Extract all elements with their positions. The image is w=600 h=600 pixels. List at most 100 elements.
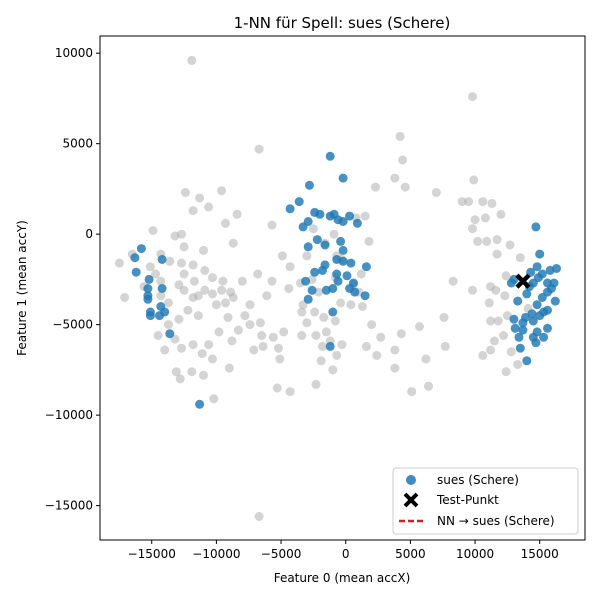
point-other — [285, 387, 295, 397]
point-sues — [535, 249, 545, 259]
point-other — [224, 363, 234, 373]
point-sues — [315, 209, 325, 219]
point-other — [145, 262, 155, 272]
point-other — [431, 188, 441, 197]
point-other — [245, 320, 255, 330]
legend-marker-sues — [406, 475, 416, 485]
point-other — [395, 131, 405, 141]
point-other — [197, 349, 207, 359]
point-other — [165, 256, 175, 266]
point-other — [297, 307, 307, 317]
point-other — [114, 258, 124, 268]
point-other — [501, 271, 511, 281]
point-other — [160, 345, 170, 355]
point-other — [153, 331, 163, 340]
point-other — [232, 209, 242, 219]
point-sues — [361, 262, 371, 272]
point-other — [501, 367, 511, 377]
point-sues — [518, 318, 528, 328]
point-sues — [145, 307, 155, 317]
point-other — [484, 298, 494, 308]
point-other — [302, 251, 312, 261]
x-axis-label: Feature 0 (mean accX) — [274, 571, 411, 585]
point-other — [328, 365, 338, 375]
point-sues — [515, 343, 525, 353]
point-other — [515, 253, 525, 263]
point-other — [468, 92, 477, 102]
point-other — [262, 291, 272, 301]
point-other — [486, 316, 496, 326]
point-sues — [336, 236, 346, 246]
point-other — [482, 236, 492, 246]
legend-label-nn: NN → sues (Schere) — [437, 514, 555, 528]
point-sues — [143, 294, 153, 304]
point-other — [492, 235, 502, 245]
point-sues — [285, 204, 295, 214]
points-layer — [114, 55, 561, 521]
point-other — [177, 343, 186, 353]
point-sues — [305, 180, 314, 190]
point-sues — [526, 267, 536, 277]
point-sues — [332, 269, 342, 279]
point-other — [415, 322, 424, 331]
point-sues — [537, 269, 547, 279]
point-other — [171, 367, 181, 377]
point-sues — [298, 222, 308, 232]
point-other — [195, 193, 205, 203]
point-sues — [301, 276, 311, 286]
point-other — [188, 340, 198, 350]
point-other — [237, 276, 247, 286]
point-other — [217, 186, 227, 196]
point-other — [486, 345, 496, 355]
point-other — [358, 302, 367, 311]
point-other — [120, 293, 130, 302]
y-tick-label: 5000 — [62, 137, 93, 151]
point-other — [188, 206, 198, 216]
point-other — [311, 331, 321, 340]
point-other — [233, 325, 243, 335]
y-tick-label: 10000 — [55, 46, 93, 60]
point-other — [398, 155, 408, 165]
point-sues — [522, 356, 532, 366]
point-other — [478, 197, 488, 207]
point-other — [254, 512, 264, 521]
point-other — [268, 332, 278, 342]
point-other — [179, 242, 189, 252]
ticks-layer: −15000 −10000 −5000 0 5000 10000 15000 −15000 −1… — [45, 46, 559, 561]
point-other — [151, 269, 161, 279]
point-sues — [549, 278, 559, 288]
point-other — [297, 331, 307, 340]
point-other — [274, 343, 283, 353]
point-other — [156, 276, 166, 286]
point-other — [164, 298, 173, 308]
point-other — [208, 354, 217, 364]
point-other — [470, 215, 480, 225]
point-other — [346, 300, 356, 310]
point-other — [174, 314, 184, 324]
y-tick-label: −5000 — [52, 318, 93, 332]
point-other — [457, 197, 467, 207]
point-other — [214, 327, 224, 337]
point-other — [464, 197, 474, 207]
point-sues — [303, 294, 313, 304]
point-other — [361, 341, 371, 351]
point-other — [177, 229, 186, 239]
point-other — [318, 341, 327, 351]
point-sues — [539, 332, 549, 342]
point-sues — [157, 284, 167, 293]
point-other — [223, 312, 233, 322]
point-sues — [338, 173, 348, 183]
point-other — [245, 300, 255, 310]
point-other — [473, 236, 483, 246]
point-other — [311, 379, 321, 389]
point-other — [372, 350, 382, 360]
point-other — [490, 336, 499, 346]
point-other — [255, 318, 265, 328]
point-sues — [338, 245, 348, 255]
point-other — [254, 144, 264, 154]
point-other — [332, 350, 342, 360]
x-tick-label: −5000 — [261, 547, 302, 561]
point-sues — [338, 217, 348, 226]
point-other — [478, 350, 488, 360]
point-other — [486, 282, 496, 292]
